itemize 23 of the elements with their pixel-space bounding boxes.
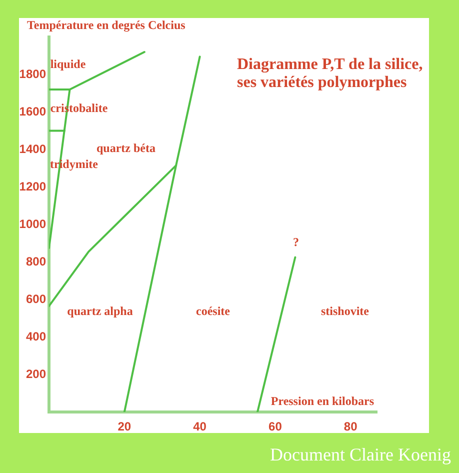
x-tick-label: 80 [344,420,358,434]
annotation: stishovite [321,304,370,318]
y-tick-label: 1600 [19,104,46,118]
x-tick-label: 40 [193,420,207,434]
text: Document Claire Koenig [270,444,451,465]
y-tick-label: 1400 [19,142,46,156]
x-axis-title: Pression en kilobars [270,394,374,408]
annotation: quartz béta [96,141,156,156]
x-tick-label: 20 [118,420,132,434]
x-tick-label: 60 [268,420,282,434]
y-tick-label: 1200 [19,179,46,194]
y-tick-label: 1800 [19,66,46,81]
annotation: coésite [196,304,231,318]
annotation: quartz alpha [67,304,133,318]
y-tick-label: 200 [26,366,46,381]
y-tick-label: 1000 [19,216,46,231]
y-tick-label: 800 [26,254,46,268]
annotation: ? [293,235,299,250]
y-tick-label: 600 [26,292,46,306]
y-tick-label: 400 [26,329,46,344]
y-axis-title: Température en degrés Celcius [27,18,186,32]
text: Diagramme P,T de la silice, ses variétés polymorphes [237,56,423,92]
annotation: liquide [50,57,86,72]
